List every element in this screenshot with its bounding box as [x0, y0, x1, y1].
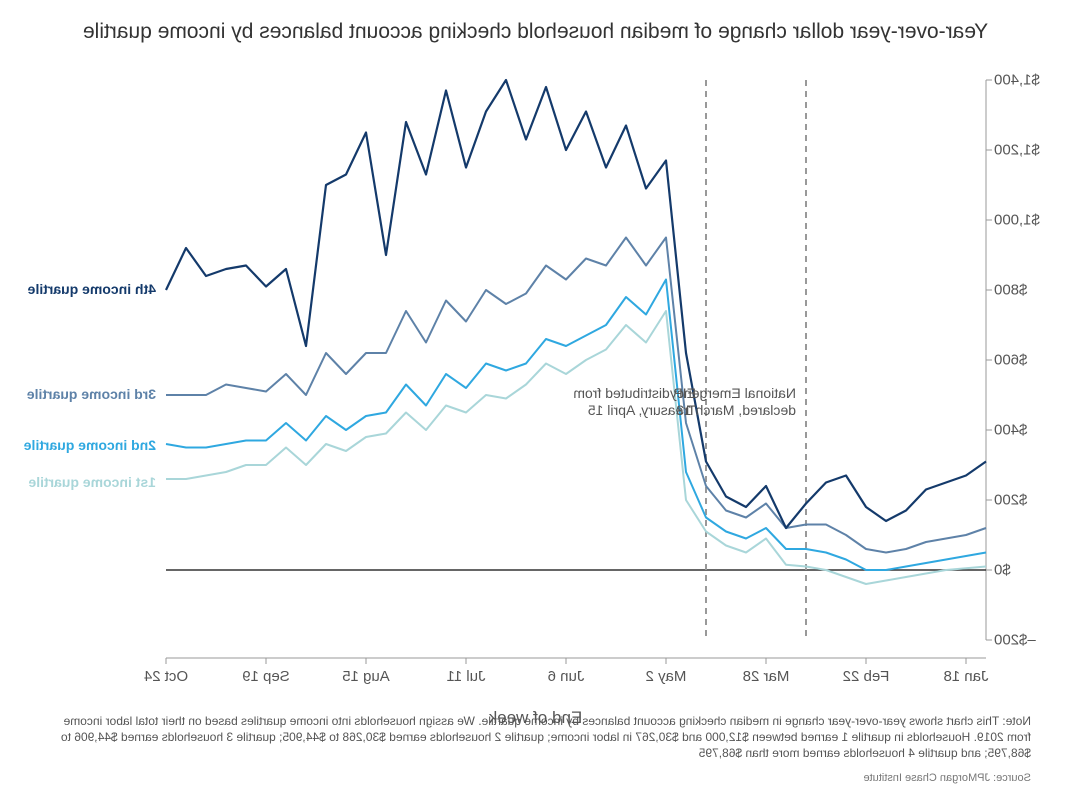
series-label: 2nd income quartile — [24, 437, 156, 453]
y-tick-label: $1,200 — [994, 142, 1040, 159]
x-tick-label: Jan 18 — [943, 668, 988, 685]
x-tick-label: Jun 6 — [548, 668, 585, 685]
chart-title: Year-over-year dollar change of median h… — [0, 20, 1071, 44]
reference-line-label: EIP distributed fromTreasury, April 15 — [573, 385, 696, 420]
chart-series-line — [166, 311, 986, 584]
x-tick-label: Sep 19 — [242, 668, 290, 685]
x-tick-label: Oct 24 — [144, 668, 188, 685]
x-tick-label: Aug 15 — [342, 668, 390, 685]
series-label: 3rd income quartile — [27, 386, 156, 402]
chart-page: Year-over-year dollar change of median h… — [0, 0, 1071, 801]
series-label: 1st income quartile — [28, 474, 156, 490]
chart-note: Note: This chart shows year-over-year ch… — [40, 713, 1031, 762]
series-label: 4th income quartile — [28, 281, 156, 297]
chart-plot-area: –$200$0$200$400$600$800$1,000$1,200$1,40… — [166, 80, 986, 640]
chart-source: Source: JPMorgan Chase Institute — [863, 772, 1031, 784]
line-chart-svg — [166, 80, 986, 640]
y-tick-label: –$200 — [994, 632, 1036, 649]
y-tick-label: $400 — [994, 422, 1027, 439]
y-tick-label: $800 — [994, 282, 1027, 299]
y-tick-label: $600 — [994, 352, 1027, 369]
x-tick-label: Jul 11 — [447, 668, 486, 685]
x-tick-label: Mar 28 — [743, 668, 790, 685]
y-tick-label: $1,000 — [994, 212, 1040, 229]
y-tick-label: $0 — [994, 562, 1011, 579]
y-tick-label: $200 — [994, 492, 1027, 509]
x-tick-label: Feb 22 — [843, 668, 890, 685]
chart-series-line — [166, 80, 986, 528]
x-tick-label: May 2 — [646, 668, 687, 685]
y-tick-label: $1,400 — [994, 72, 1040, 89]
chart-series-line — [166, 280, 986, 571]
